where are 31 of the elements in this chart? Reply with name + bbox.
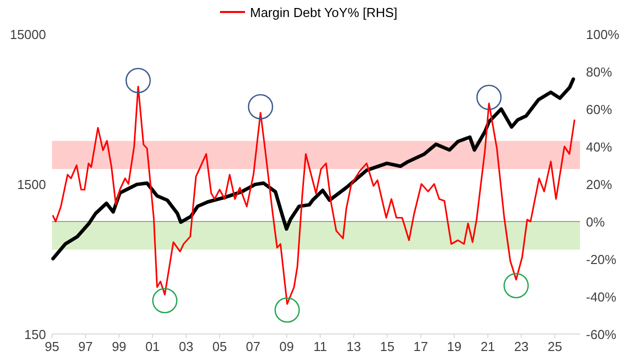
x-tick-label: 05 (212, 339, 227, 354)
x-tick-label: 11 (313, 339, 327, 354)
x-tick-label: 03 (178, 339, 194, 354)
x-tick-label: 25 (548, 339, 562, 354)
y-tick-label: 1500 (17, 177, 46, 192)
x-tick-label: 07 (246, 339, 260, 354)
y2-tick-label: 20% (586, 177, 612, 192)
y2-tick-label: -20% (586, 252, 617, 267)
x-tick-label: 13 (346, 339, 361, 354)
y2-tick-label: 80% (586, 64, 612, 80)
y2-tick-label: 40% (586, 140, 612, 154)
x-tick-label: 23 (514, 339, 529, 354)
x-tick-label: 95 (44, 339, 60, 354)
x-tick-label: 01 (145, 339, 160, 354)
x-tick-label: 19 (447, 339, 462, 354)
x-tick-label: 17 (414, 339, 428, 354)
line-series (52, 86, 576, 305)
x-tick-label: 97 (78, 339, 93, 354)
y-tick-label: 150 (24, 327, 46, 342)
line-series (51, 77, 576, 260)
y-tick-label: 15000 (10, 27, 46, 42)
legend-label: Margin Debt YoY% [RHS] (250, 5, 398, 20)
y2-tick-label: 100% (586, 27, 620, 42)
x-tick-label: 21 (480, 339, 496, 354)
x-tick-label: 15 (380, 339, 394, 354)
y2-tick-label: -60% (586, 327, 617, 342)
x-tick-label: 99 (112, 339, 126, 354)
x-tick-label: 09 (279, 339, 294, 354)
y2-tick-label: 0% (586, 214, 606, 230)
y2-tick-label: 60% (586, 102, 612, 117)
y2-tick-label: -40% (586, 290, 617, 304)
